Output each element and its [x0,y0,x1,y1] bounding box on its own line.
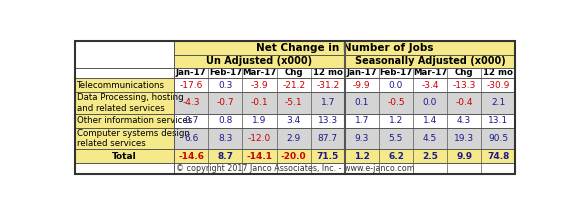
Text: © copyright 2017 Janco Associates, Inc. - www.e-janco.com: © copyright 2017 Janco Associates, Inc. … [176,164,415,173]
Text: 71.5: 71.5 [317,152,339,160]
Text: -3.9: -3.9 [251,81,268,90]
Text: 8.7: 8.7 [218,152,233,160]
Text: -3.4: -3.4 [421,81,439,90]
Text: 9.3: 9.3 [355,134,369,143]
Text: Net Change in Number of Jobs: Net Change in Number of Jobs [256,43,434,53]
Text: Mar-17: Mar-17 [242,68,276,77]
Text: 1.2: 1.2 [354,152,370,160]
Text: -21.2: -21.2 [282,81,305,90]
Text: 0.3: 0.3 [218,81,233,90]
Text: 0.0: 0.0 [389,81,403,90]
Text: Mar-17: Mar-17 [413,68,447,77]
Text: -0.4: -0.4 [456,98,473,107]
Text: 2.5: 2.5 [422,152,438,160]
Text: -12.0: -12.0 [248,134,271,143]
Bar [75,78,175,92]
Text: 6.2: 6.2 [388,152,404,160]
Text: Seasonally Adjusted (x000): Seasonally Adjusted (x000) [355,56,505,66]
Text: 0.7: 0.7 [184,116,199,125]
Text: Feb-17: Feb-17 [380,68,412,77]
Text: 8.3: 8.3 [218,134,233,143]
Text: Data Processing, hosting
and related services: Data Processing, hosting and related ser… [77,93,184,113]
Text: 5.5: 5.5 [389,134,403,143]
Text: 74.8: 74.8 [487,152,509,160]
Text: 4.3: 4.3 [457,116,471,125]
Text: 6.6: 6.6 [184,134,199,143]
Text: 0.1: 0.1 [355,98,369,107]
Bar [175,128,516,149]
Text: 1.9: 1.9 [252,116,267,125]
Bar [72,26,518,174]
Text: 13.3: 13.3 [318,116,338,125]
Bar [75,114,175,128]
Text: 2.9: 2.9 [286,134,301,143]
Bar [175,78,516,92]
Text: -0.5: -0.5 [387,98,405,107]
Text: -14.1: -14.1 [247,152,272,160]
Text: 1.7: 1.7 [321,98,335,107]
Bar [75,41,175,55]
Text: Feb-17: Feb-17 [209,68,242,77]
Text: Telecommunications: Telecommunications [77,81,165,90]
Text: 13.1: 13.1 [488,116,508,125]
Text: 0.8: 0.8 [218,116,233,125]
Bar [75,92,175,114]
Text: -13.3: -13.3 [453,81,476,90]
Text: 1.7: 1.7 [355,116,369,125]
Text: 1.2: 1.2 [389,116,403,125]
Text: Jan-17: Jan-17 [347,68,377,77]
Text: -14.6: -14.6 [179,152,204,160]
Text: 12 mo: 12 mo [483,68,513,77]
Text: -4.3: -4.3 [183,98,200,107]
Text: -17.6: -17.6 [180,81,203,90]
Text: 90.5: 90.5 [488,134,508,143]
Text: 2.1: 2.1 [491,98,505,107]
Text: Computer systems design
related services: Computer systems design related services [77,129,190,148]
Text: 3.4: 3.4 [286,116,301,125]
Text: 12 mo: 12 mo [313,68,343,77]
Bar [175,67,516,78]
Bar [75,128,175,149]
Text: -31.2: -31.2 [316,81,339,90]
Text: -0.1: -0.1 [251,98,268,107]
Text: 19.3: 19.3 [454,134,474,143]
Text: Chg: Chg [455,68,473,77]
Text: -5.1: -5.1 [285,98,302,107]
Text: Un Adjusted (x000): Un Adjusted (x000) [206,56,313,66]
Text: 1.4: 1.4 [423,116,437,125]
Bar [175,41,516,55]
Bar [175,55,516,67]
Text: 87.7: 87.7 [318,134,338,143]
Text: 0.0: 0.0 [423,98,437,107]
Text: 9.9: 9.9 [456,152,472,160]
Text: 4.5: 4.5 [423,134,437,143]
Text: -9.9: -9.9 [353,81,371,90]
Bar [75,41,516,174]
Text: Total: Total [112,152,137,160]
Bar [75,163,516,174]
Bar [75,67,175,78]
Text: Chg: Chg [285,68,303,77]
Text: -0.7: -0.7 [217,98,234,107]
Bar [75,149,175,163]
Text: Jan-17: Jan-17 [176,68,207,77]
Bar [175,92,516,114]
Bar [75,55,175,67]
Bar [175,114,516,128]
Text: Other information services: Other information services [77,116,193,125]
Text: -30.9: -30.9 [487,81,510,90]
Text: -20.0: -20.0 [281,152,306,160]
Bar [175,149,516,163]
